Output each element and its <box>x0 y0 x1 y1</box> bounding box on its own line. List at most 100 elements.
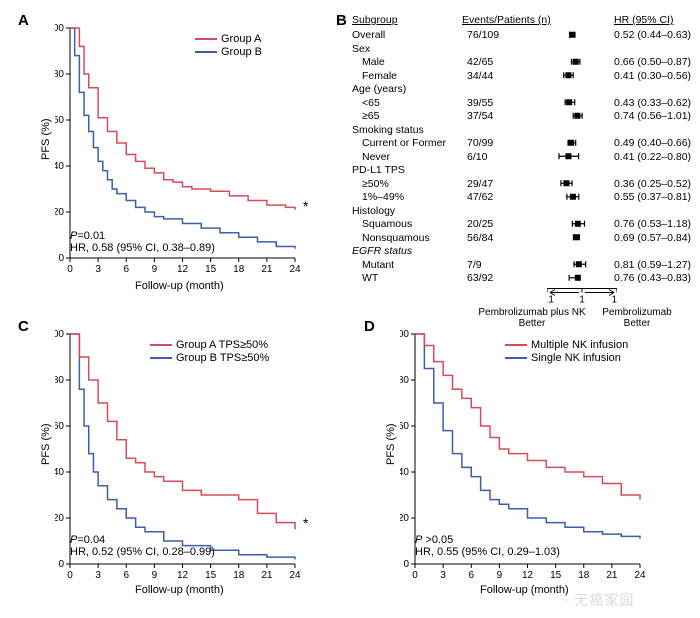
forest-label: Sex <box>352 42 370 56</box>
forest-hr: 0.74 (0.56–1.01) <box>614 109 691 123</box>
forest-row: EGFR status <box>352 244 690 258</box>
forest-hr: 0.55 (0.37–0.81) <box>614 190 691 204</box>
forest-label: Nonsquamous <box>362 231 430 245</box>
forest-label: Mutant <box>362 258 394 272</box>
svg-text:0: 0 <box>58 559 64 570</box>
panel-b-label: B <box>336 12 347 29</box>
svg-text:10: 10 <box>611 295 617 306</box>
panel-a-ylabel: PFS (%) <box>40 118 52 160</box>
forest-events: 37/54 <box>467 109 493 123</box>
legend-label: Group B <box>221 46 262 58</box>
forest-label: Overall <box>352 28 385 42</box>
forest-hr: 0.49 (0.40–0.66) <box>614 136 691 150</box>
svg-text:9: 9 <box>152 570 158 581</box>
svg-text:9: 9 <box>497 570 503 581</box>
forest-row: 1%–49% 47/62 0.55 (0.37–0.81) <box>352 190 690 204</box>
forest-row: Nonsquamous 56/84 0.69 (0.57–0.84) <box>352 231 690 245</box>
forest-row: Squamous20/250.76 (0.53–1.18) <box>352 217 690 231</box>
svg-text:1: 1 <box>579 295 585 306</box>
forest-hr: 0.41 (0.22–0.80) <box>614 150 691 164</box>
svg-text:80: 80 <box>55 69 64 80</box>
forest-events: 34/44 <box>467 69 493 83</box>
watermark-icon: ◔ 无癌家园 <box>560 590 634 610</box>
svg-text:18: 18 <box>233 570 245 581</box>
svg-text:60: 60 <box>400 421 409 432</box>
svg-text:6: 6 <box>468 570 474 581</box>
forest-hr: 0.36 (0.25–0.52) <box>614 177 691 191</box>
svg-text:40: 40 <box>400 467 409 478</box>
forest-hr: 0.69 (0.57–0.84) <box>614 231 691 245</box>
svg-text:12: 12 <box>522 570 534 581</box>
forest-row: Female 34/44 0.41 (0.30–0.56) <box>352 69 690 83</box>
svg-text:3: 3 <box>440 570 446 581</box>
svg-text:21: 21 <box>606 570 618 581</box>
svg-text:0.1: 0.1 <box>547 295 554 306</box>
svg-text:3: 3 <box>95 264 101 275</box>
forest-hr: 0.41 (0.30–0.56) <box>614 69 691 83</box>
panel-c-label: C <box>18 318 29 335</box>
forest-row: WT63/920.76 (0.43–0.83) <box>352 271 690 285</box>
svg-text:12: 12 <box>177 264 189 275</box>
svg-text:24: 24 <box>289 264 301 275</box>
svg-text:6: 6 <box>123 264 129 275</box>
forest-label: 1%–49% <box>362 190 404 204</box>
panel-c-star: * <box>303 515 308 531</box>
forest-hr: 0.81 (0.59–1.27) <box>614 258 691 272</box>
panel-d-label: D <box>364 318 375 335</box>
legend-label: Group B TPS≥50% <box>176 352 269 364</box>
forest-label: <65 <box>362 96 380 110</box>
svg-text:21: 21 <box>261 264 273 275</box>
forest-row: <6539/550.43 (0.33–0.62) <box>352 96 690 110</box>
forest-label: Squamous <box>362 217 412 231</box>
forest-events: 70/99 <box>467 136 493 150</box>
panel-c-legend: Group A TPS≥50% Group B TPS≥50% <box>150 339 269 365</box>
forest-row: Sex <box>352 42 690 56</box>
svg-text:21: 21 <box>261 570 273 581</box>
forest-row: Histology <box>352 204 690 218</box>
svg-text:6: 6 <box>123 570 129 581</box>
svg-text:18: 18 <box>233 264 245 275</box>
forest-events: 42/65 <box>467 55 493 69</box>
forest-row: Current or Former70/990.49 (0.40–0.66) <box>352 136 690 150</box>
panel-d-legend: Multiple NK infusion Single NK infusion <box>505 339 628 365</box>
svg-text:12: 12 <box>177 570 189 581</box>
svg-text:0: 0 <box>403 559 409 570</box>
forest-events: 7/9 <box>467 258 482 272</box>
forest-label: EGFR status <box>352 244 412 258</box>
svg-text:15: 15 <box>205 264 217 275</box>
panel-a-stats: P=0.01 HR, 0.58 (95% CI, 0.38–0.89) <box>70 230 215 254</box>
forest-events: 47/62 <box>467 190 493 204</box>
forest-events: 20/25 <box>467 217 493 231</box>
forest-label: ≥65 <box>362 109 379 123</box>
forest-row: PD-L1 TPS <box>352 163 690 177</box>
legend-label: Single NK infusion <box>531 352 621 364</box>
forest-events: 39/55 <box>467 96 493 110</box>
panel-d-stats: P >0.05 HR, 0.55 (95% CI, 0.29–1.03) <box>415 534 560 558</box>
svg-text:80: 80 <box>55 375 64 386</box>
panel-a-legend: Group A Group B <box>195 33 262 59</box>
svg-text:15: 15 <box>205 570 217 581</box>
legend-label: Group A <box>221 33 261 45</box>
svg-text:0: 0 <box>67 570 73 581</box>
forest-row: Overall76/1090.52 (0.44–0.63) <box>352 28 690 42</box>
svg-text:40: 40 <box>55 161 64 172</box>
forest-events: 63/92 <box>467 271 493 285</box>
forest-svg: 0.1 1 10 <box>547 28 617 339</box>
forest-label: Female <box>362 69 397 83</box>
svg-text:60: 60 <box>55 421 64 432</box>
forest-events: 56/84 <box>467 231 493 245</box>
svg-text:0: 0 <box>412 570 418 581</box>
panel-a-xlabel: Follow-up (month) <box>135 280 224 292</box>
forest-label: Male <box>362 55 385 69</box>
panel-a-label: A <box>18 12 29 29</box>
forest-hr: 0.66 (0.50–0.87) <box>614 55 691 69</box>
svg-text:15: 15 <box>550 570 562 581</box>
svg-text:20: 20 <box>400 513 409 524</box>
svg-text:24: 24 <box>289 570 301 581</box>
legend-label: Multiple NK infusion <box>531 339 628 351</box>
svg-text:80: 80 <box>400 375 409 386</box>
forest-row: Male 42/65 0.66 (0.50–0.87) <box>352 55 690 69</box>
panel-c-ylabel: PFS (%) <box>40 423 52 465</box>
panel-c-xlabel: Follow-up (month) <box>135 584 224 596</box>
svg-text:100: 100 <box>55 329 64 340</box>
